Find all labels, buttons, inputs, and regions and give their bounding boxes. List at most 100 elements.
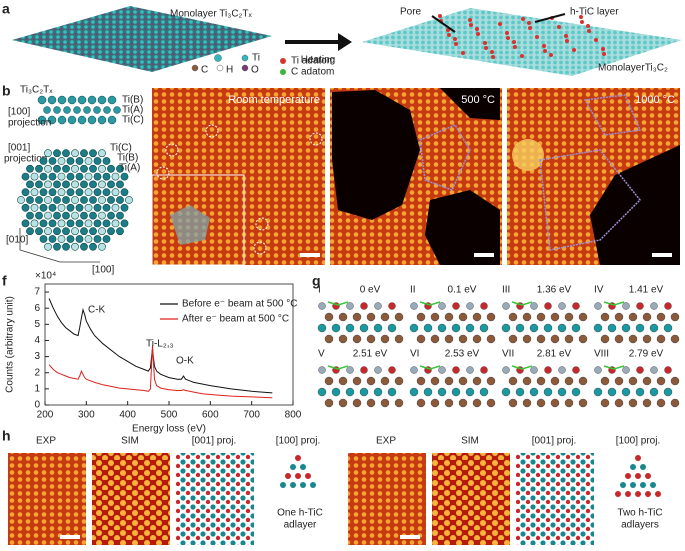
config-energy: 1.36 eV <box>537 285 572 296</box>
atom <box>594 302 602 310</box>
atom <box>409 387 419 397</box>
atom <box>655 491 661 497</box>
atom <box>37 115 47 125</box>
atom <box>62 180 70 189</box>
atom <box>93 235 102 243</box>
atom <box>649 323 659 333</box>
atom <box>48 219 57 228</box>
atom <box>472 334 482 344</box>
atom <box>472 398 482 408</box>
atom <box>37 95 47 105</box>
legend-dot <box>241 54 249 62</box>
marker <box>309 132 323 146</box>
atom <box>75 203 84 212</box>
marker <box>253 241 267 255</box>
column-header: [001] proj. <box>192 436 236 447</box>
atom <box>465 387 475 397</box>
atom <box>557 387 567 397</box>
pore <box>590 145 680 265</box>
adatom <box>476 32 480 36</box>
atom <box>642 312 652 322</box>
atom <box>103 106 111 114</box>
atom <box>285 473 291 479</box>
atom <box>410 366 418 374</box>
atom <box>663 323 673 333</box>
atom <box>622 302 630 310</box>
y-tick-label: 1 <box>34 384 40 395</box>
atom <box>26 196 34 204</box>
atom <box>578 376 588 386</box>
atom <box>84 219 93 228</box>
atom <box>564 334 574 344</box>
adlayer <box>419 124 471 191</box>
adatom <box>587 29 591 33</box>
atom <box>331 387 341 397</box>
atom <box>57 95 67 105</box>
atom <box>437 387 447 397</box>
atom <box>480 366 488 374</box>
atom <box>352 376 362 386</box>
atom <box>44 196 52 204</box>
atom <box>359 323 369 333</box>
scale-bar <box>474 253 494 257</box>
adatom <box>602 52 606 56</box>
atom <box>57 235 66 243</box>
adatom <box>586 24 590 28</box>
x-axis-label: Energy loss (eV) <box>132 424 206 435</box>
config-energy: 1.41 eV <box>629 285 664 296</box>
atom <box>642 398 652 408</box>
atom <box>93 157 102 165</box>
atom <box>438 302 446 310</box>
atom <box>625 473 631 479</box>
adatom <box>543 49 547 53</box>
atom <box>594 366 602 374</box>
atom <box>515 323 525 333</box>
adatom <box>454 42 458 46</box>
atom <box>120 188 129 197</box>
atom <box>650 482 656 488</box>
atom <box>39 235 48 243</box>
atom <box>84 203 93 212</box>
atom <box>111 188 120 197</box>
adatom <box>484 46 488 50</box>
atom <box>310 482 316 488</box>
atom <box>17 196 25 204</box>
atom <box>331 323 341 333</box>
atom <box>80 149 88 158</box>
atom <box>522 312 532 322</box>
atom <box>93 106 101 114</box>
atom <box>465 323 475 333</box>
atom <box>89 180 97 189</box>
atom <box>30 219 39 228</box>
atom <box>107 211 115 220</box>
atom <box>21 172 30 181</box>
atom <box>89 211 97 220</box>
slab-model <box>12 6 272 72</box>
x-tick-label: 700 <box>243 410 260 421</box>
atom <box>380 376 390 386</box>
y-tick-label: 6 <box>34 303 40 314</box>
atom <box>423 387 433 397</box>
atom <box>466 302 474 310</box>
label: Ti(B) <box>122 95 143 106</box>
atom <box>557 323 567 333</box>
atom <box>388 302 396 310</box>
atom <box>73 106 81 114</box>
panel-label: a <box>2 1 10 17</box>
atom <box>529 387 539 397</box>
atom <box>87 95 97 105</box>
atom <box>600 312 610 322</box>
atom <box>628 312 638 322</box>
atom <box>374 302 382 310</box>
bright-spot <box>512 139 544 171</box>
adatom <box>564 34 568 38</box>
y-tick-label: 2 <box>34 367 40 378</box>
bond <box>327 301 349 306</box>
atom <box>39 203 48 212</box>
atom <box>89 196 97 204</box>
marker <box>165 143 179 157</box>
atom <box>111 203 120 212</box>
atom <box>578 312 588 322</box>
atom <box>536 334 546 344</box>
